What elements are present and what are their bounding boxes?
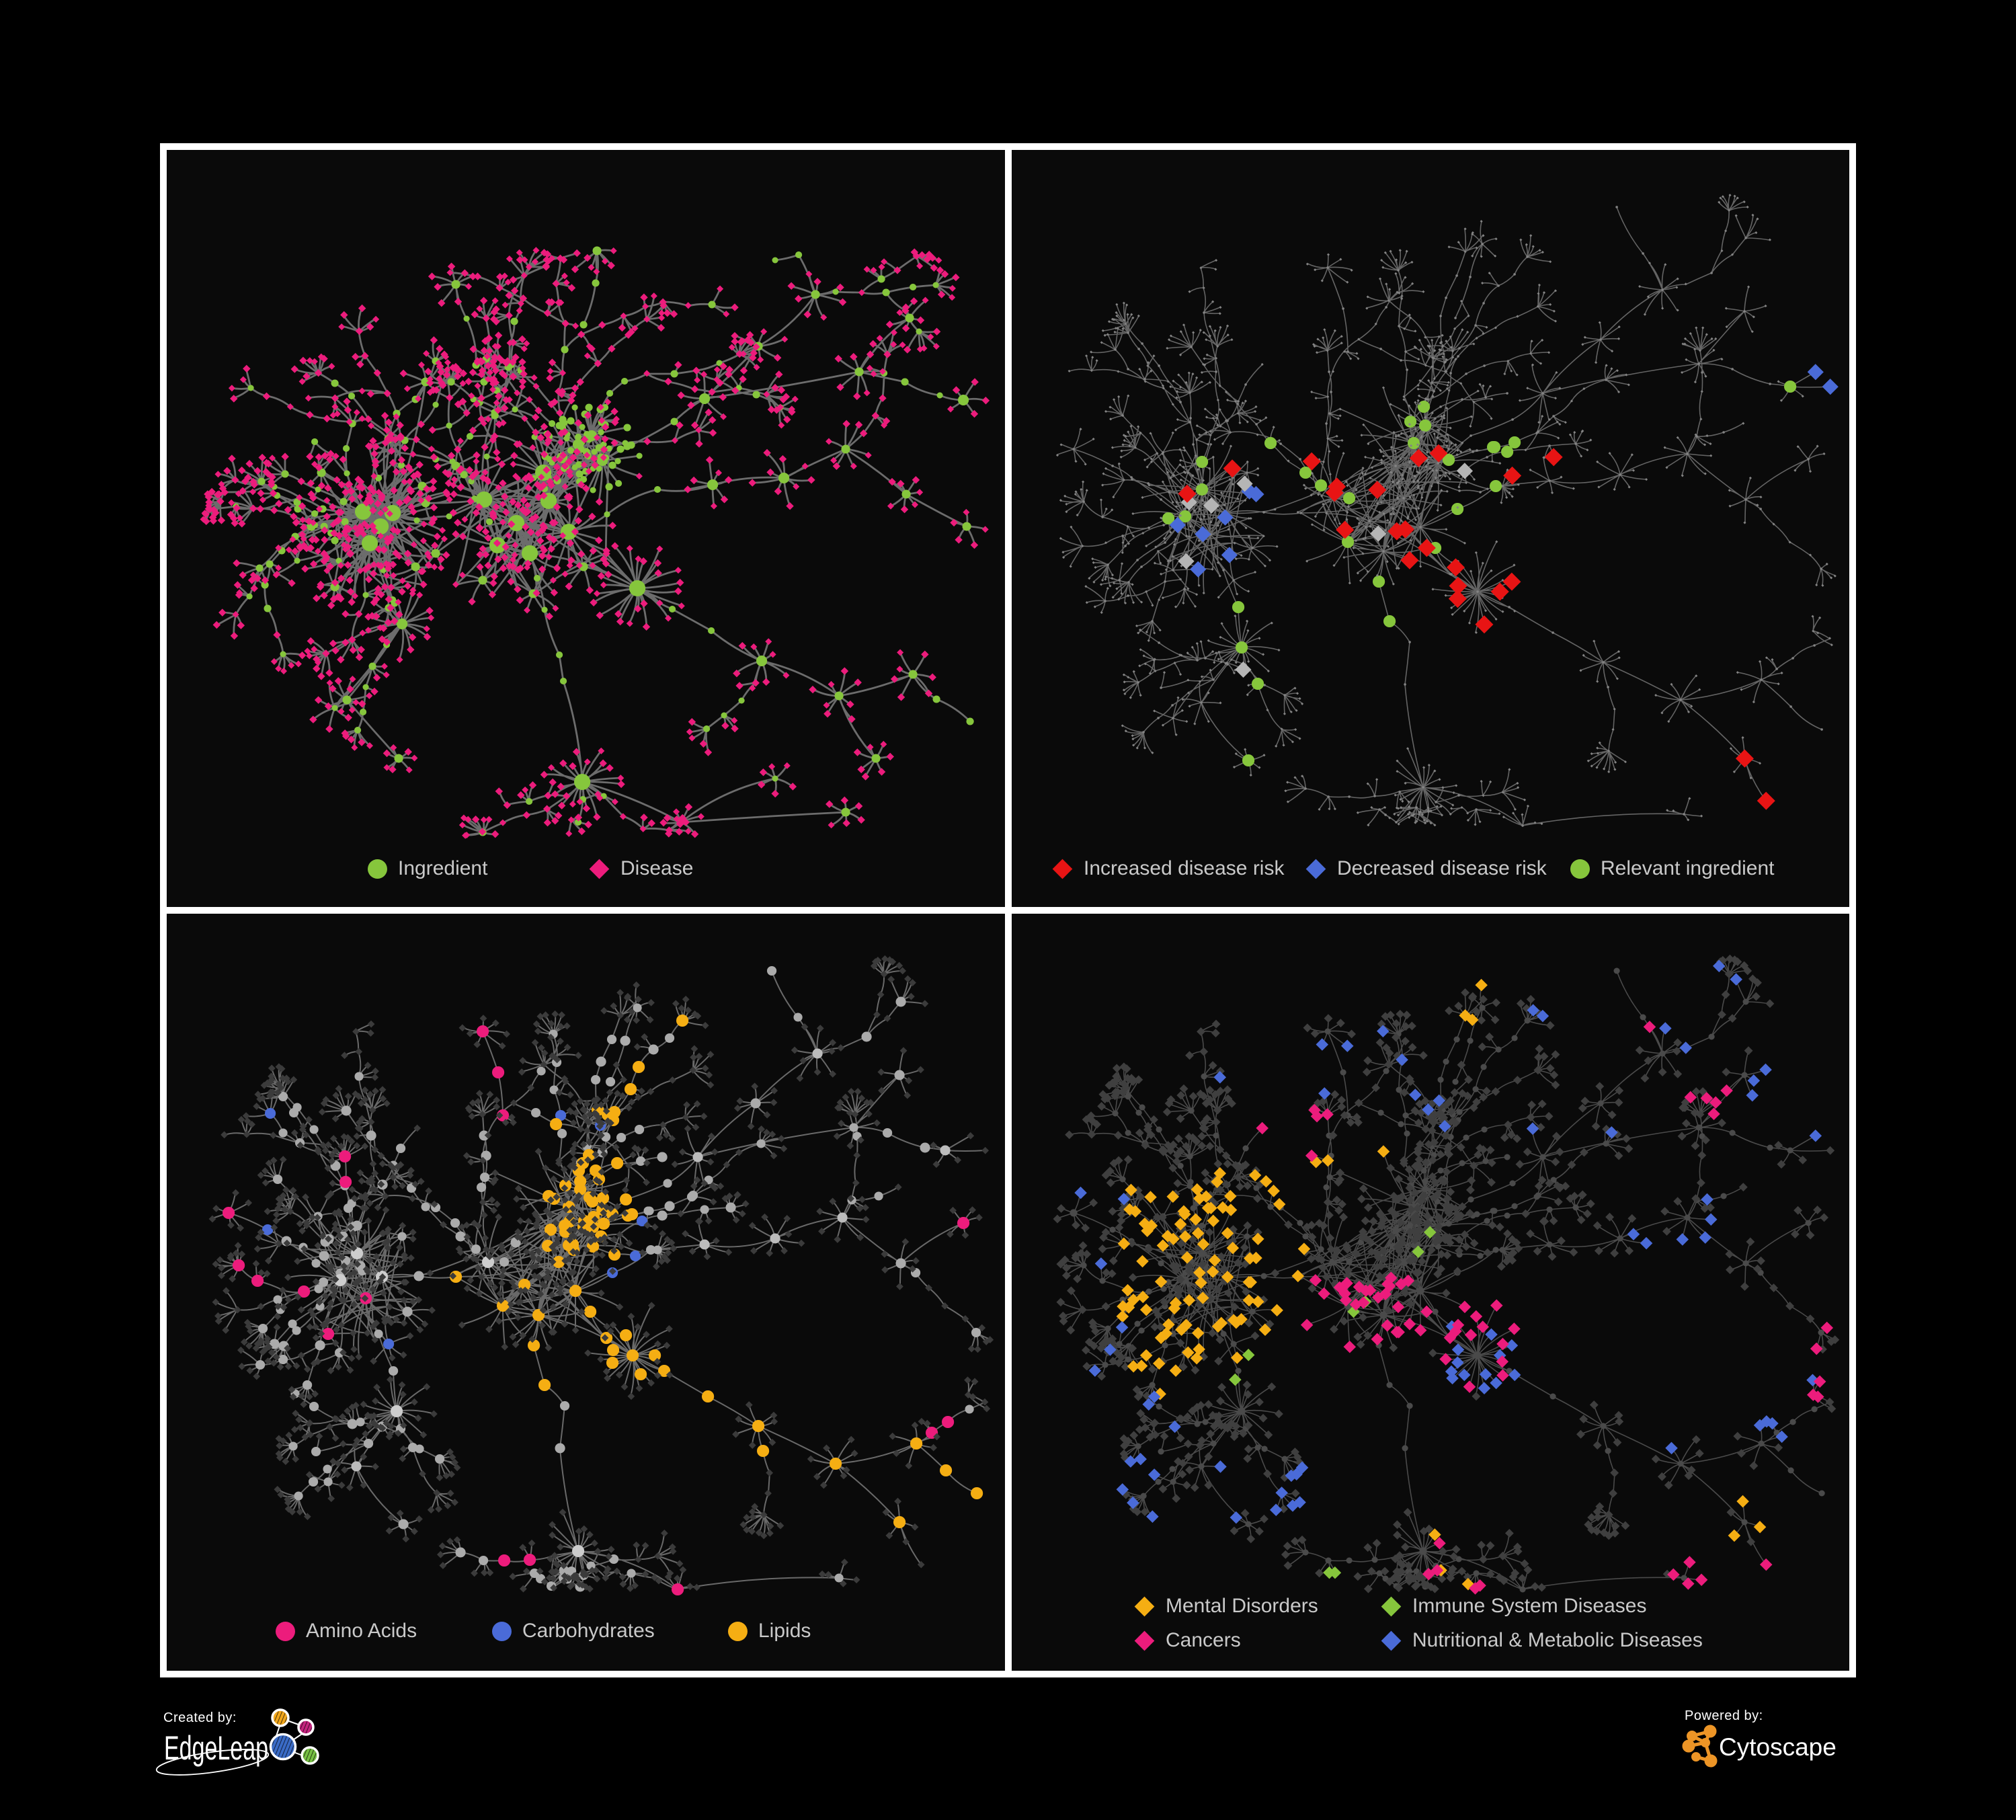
svg-text:Cytoscape: Cytoscape bbox=[1719, 1733, 1837, 1761]
svg-text:EdgeLeap: EdgeLeap bbox=[164, 1730, 268, 1768]
